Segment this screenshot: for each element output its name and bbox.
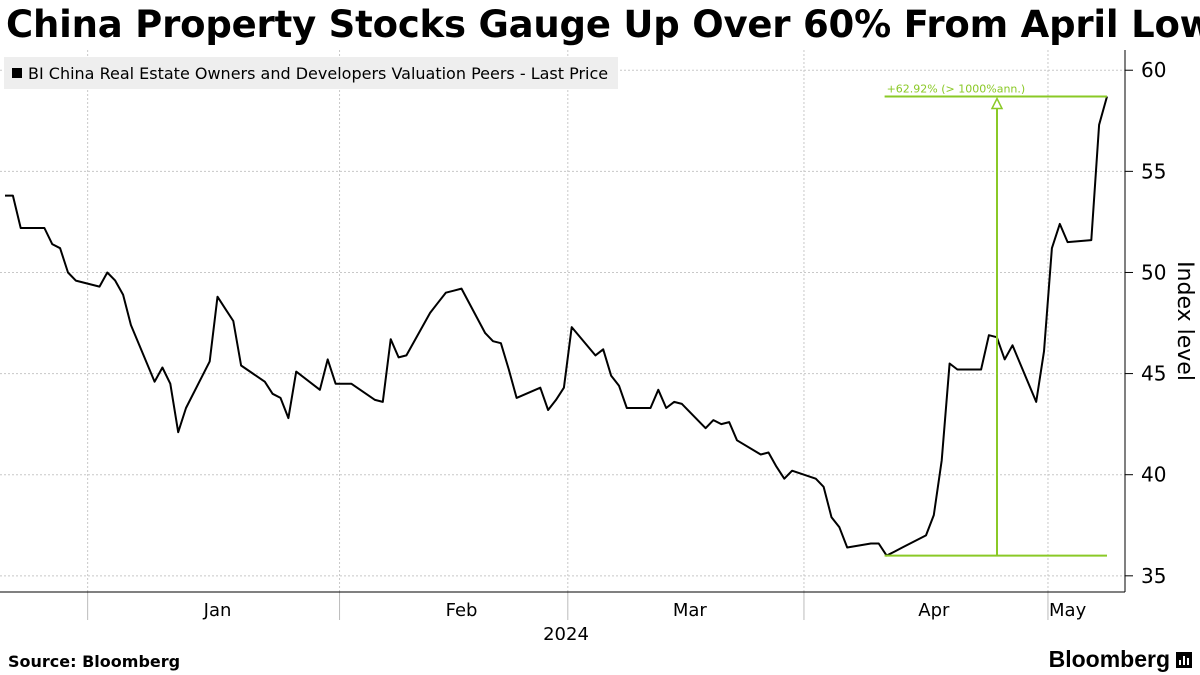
x-axis-year-label: 2024 <box>543 624 589 640</box>
y-tick-label: 35 <box>1141 564 1166 588</box>
axes <box>0 50 1126 593</box>
series-layer <box>5 96 1108 557</box>
x-tick-label: Mar <box>673 600 708 621</box>
brand-logo: Bloomberg <box>1049 646 1192 673</box>
legend: BI China Real Estate Owners and Develope… <box>4 57 619 89</box>
legend-swatch <box>12 68 22 78</box>
y-tick-label: 40 <box>1141 463 1166 487</box>
annotation-arrowhead <box>990 96 1004 110</box>
line-chart: 35 40 45 50 55 60 Jan Feb Mar Apr May +62.92% (> … <box>0 50 1197 640</box>
gridlines <box>0 50 1125 620</box>
y-axis-label: Index level <box>1172 261 1197 381</box>
brand-name: Bloomberg <box>1048 646 1170 672</box>
legend-label: BI China Real Estate Owners and Develope… <box>28 63 609 83</box>
y-tick-label: 45 <box>1141 362 1166 386</box>
y-tick-label: 55 <box>1141 159 1166 183</box>
source-note: Source: Bloomberg <box>8 652 181 671</box>
x-tick-label: May <box>1049 600 1087 621</box>
y-tick-label: 60 <box>1141 58 1166 82</box>
change-annotation: +62.92% (> 1000%ann.) <box>884 83 1107 557</box>
bar-chart-icon <box>1176 651 1192 668</box>
annotation-label: +62.92% (> 1000%ann.) <box>887 83 1026 96</box>
price-series-line <box>5 96 1108 557</box>
x-tick-label: Jan <box>203 600 232 621</box>
x-axis-ticks: Jan Feb Mar Apr May <box>203 600 1087 621</box>
x-tick-label: Feb <box>446 600 478 621</box>
y-tick-label: 50 <box>1141 260 1166 284</box>
y-axis-ticks: 35 40 45 50 55 60 <box>1125 58 1166 588</box>
x-tick-label: Apr <box>918 600 950 621</box>
chart-title: China Property Stocks Gauge Up Over 60% … <box>6 3 1200 46</box>
